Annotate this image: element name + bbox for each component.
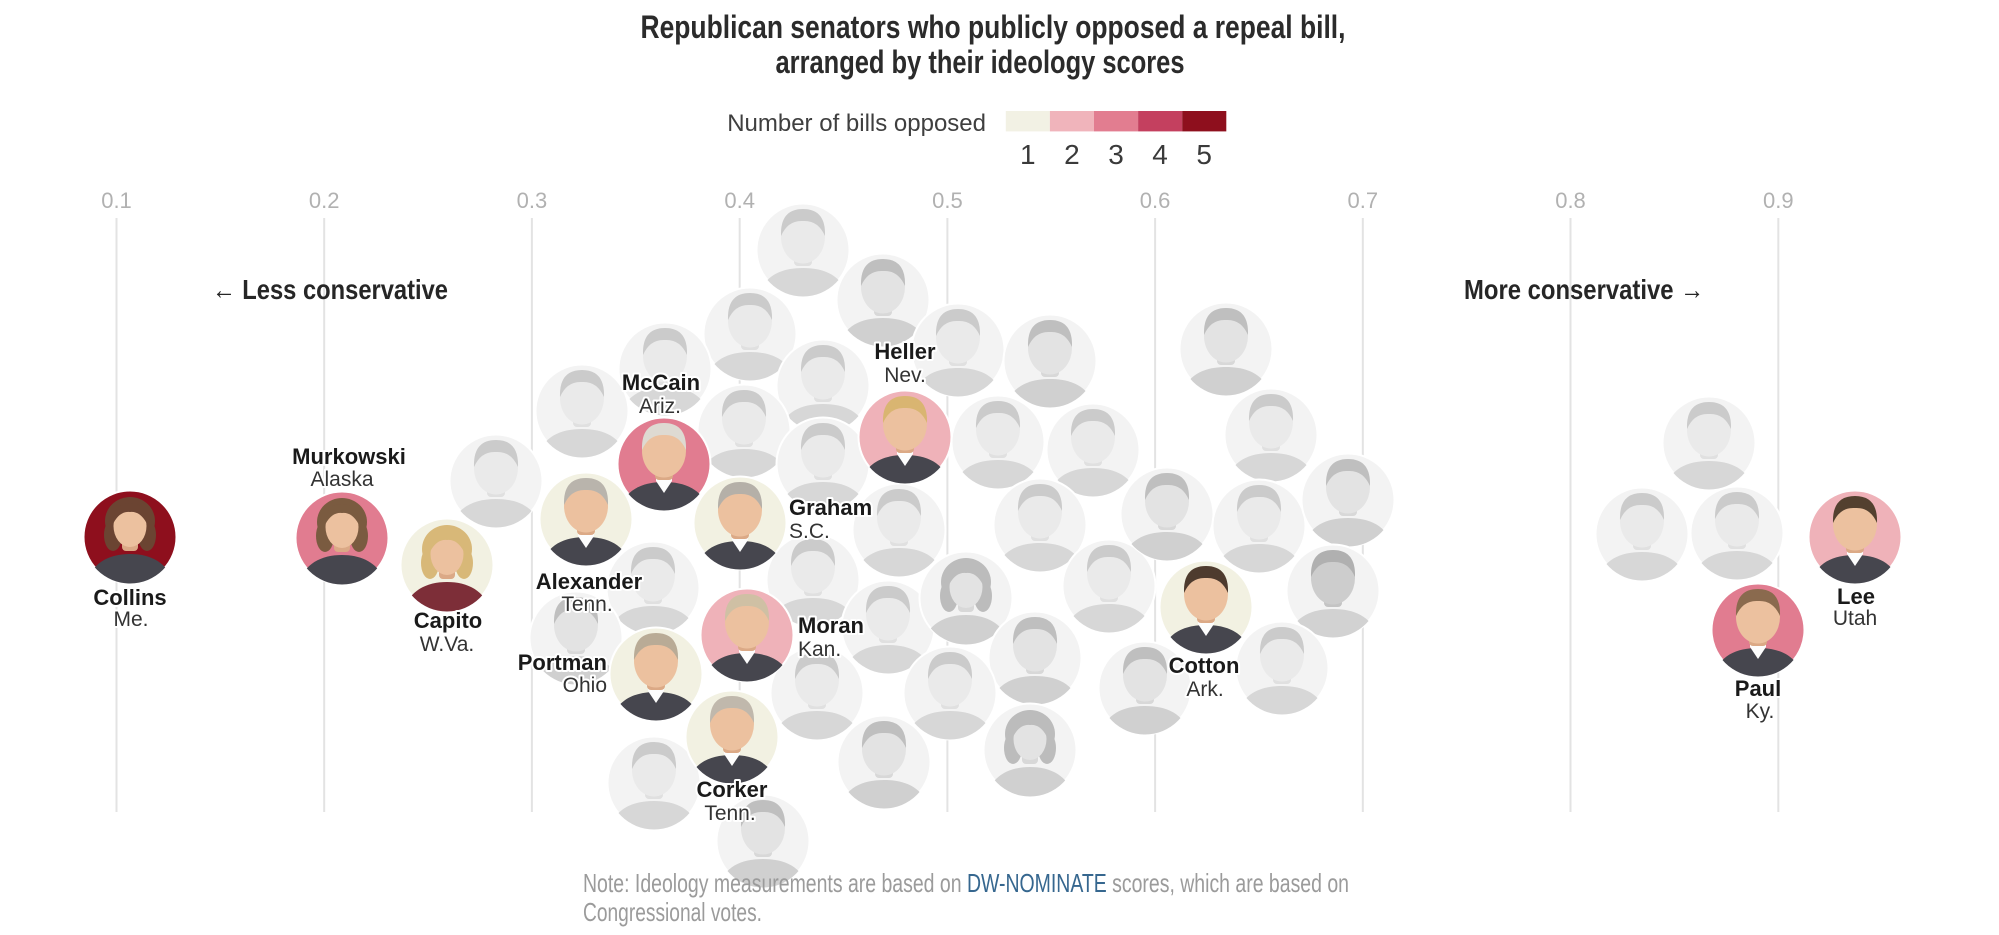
svg-text:0.8: 0.8 — [1555, 188, 1586, 213]
svg-text:Portman: Portman — [518, 650, 607, 675]
svg-text:0.9: 0.9 — [1763, 188, 1794, 213]
svg-text:← Less conservative: ← Less conservative — [212, 274, 448, 305]
svg-text:Kan.: Kan. — [798, 638, 841, 661]
svg-text:Nev.: Nev. — [884, 364, 926, 387]
svg-text:Cotton: Cotton — [1169, 653, 1240, 678]
svg-text:4: 4 — [1152, 139, 1168, 170]
svg-text:0.1: 0.1 — [101, 188, 132, 213]
svg-text:Collins: Collins — [93, 585, 166, 610]
svg-text:Murkowski: Murkowski — [292, 444, 406, 469]
svg-text:Alaska: Alaska — [310, 468, 373, 491]
svg-text:Congressional votes.: Congressional votes. — [583, 897, 762, 927]
svg-text:Heller: Heller — [874, 339, 936, 364]
svg-text:Note: Ideology measurements ar: Note: Ideology measurements are based on… — [583, 868, 1349, 898]
svg-text:0.4: 0.4 — [724, 188, 755, 213]
svg-text:0.2: 0.2 — [309, 188, 340, 213]
svg-text:McCain: McCain — [622, 370, 700, 395]
svg-text:Lee: Lee — [1837, 584, 1875, 609]
svg-text:More conservative →: More conservative → — [1464, 274, 1704, 305]
svg-text:Alexander: Alexander — [536, 569, 643, 594]
svg-text:W.Va.: W.Va. — [420, 633, 474, 656]
svg-text:Ariz.: Ariz. — [639, 395, 681, 418]
svg-text:Tenn.: Tenn. — [561, 593, 612, 616]
svg-text:5: 5 — [1196, 139, 1212, 170]
svg-text:Tenn.: Tenn. — [704, 802, 755, 825]
svg-text:Number of bills opposed: Number of bills opposed — [727, 110, 986, 137]
svg-text:Ky.: Ky. — [1746, 700, 1775, 723]
svg-text:Ark.: Ark. — [1186, 678, 1223, 701]
svg-text:Corker: Corker — [697, 777, 768, 802]
svg-text:Utah: Utah — [1833, 607, 1877, 630]
svg-text:Republican senators who public: Republican senators who publicly opposed… — [641, 9, 1346, 45]
svg-text:Graham: Graham — [789, 495, 872, 520]
svg-text:2: 2 — [1064, 139, 1080, 170]
svg-text:arranged by their ideology sco: arranged by their ideology scores — [776, 44, 1185, 80]
svg-text:0.7: 0.7 — [1348, 188, 1379, 213]
svg-text:3: 3 — [1108, 139, 1124, 170]
svg-text:Moran: Moran — [798, 613, 864, 638]
svg-text:Paul: Paul — [1735, 676, 1781, 701]
svg-text:0.3: 0.3 — [517, 188, 548, 213]
svg-text:0.6: 0.6 — [1140, 188, 1171, 213]
svg-text:0.5: 0.5 — [932, 188, 963, 213]
svg-text:Capito: Capito — [414, 608, 482, 633]
svg-text:Me.: Me. — [113, 608, 148, 631]
svg-text:S.C.: S.C. — [789, 520, 830, 543]
svg-text:1: 1 — [1020, 139, 1036, 170]
svg-text:Ohio: Ohio — [563, 674, 607, 697]
